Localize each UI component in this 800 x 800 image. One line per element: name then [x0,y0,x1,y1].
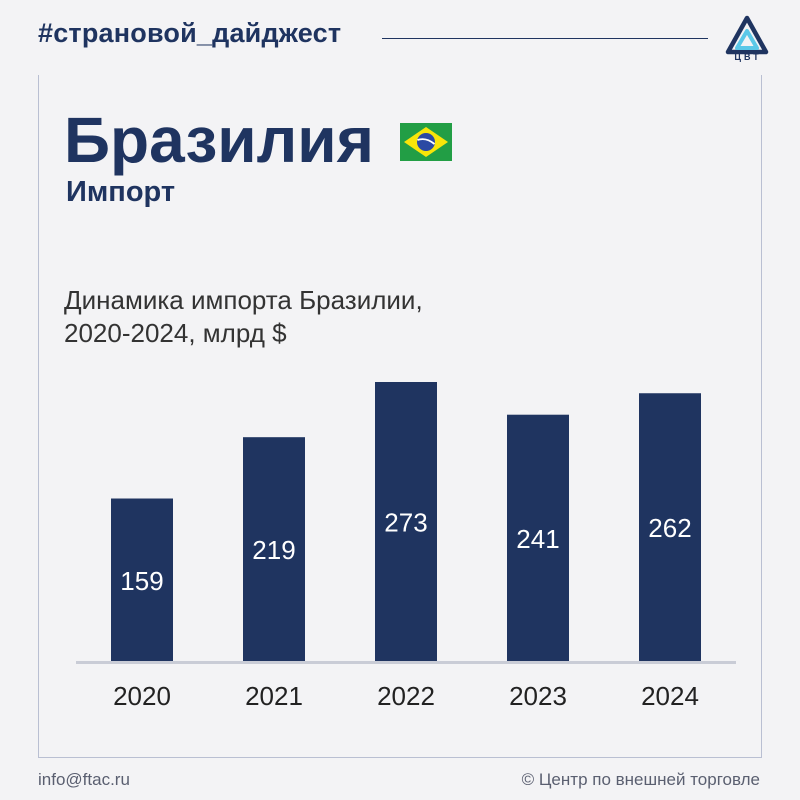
chart-title-line-2: 2020-2024, млрд $ [64,318,287,348]
bar-2021 [243,437,305,661]
logo-text: ЦВТ [734,52,762,62]
bar-value-label: 241 [516,524,559,554]
bar-value-label: 273 [384,508,427,538]
footer-copyright: © Центр по внешней торговле [521,770,760,789]
x-axis-baseline [76,661,736,664]
chart-title: Динамика импорта Бразилии, 2020-2024, мл… [64,284,564,350]
section-subtitle: Импорт [66,176,176,208]
x-tick-label: 2024 [641,681,699,711]
content-frame [38,75,762,758]
hashtag-title: #страновой_дайджест [38,18,342,48]
country-title: Бразилия [64,104,374,176]
x-tick-label: 2022 [377,681,435,711]
x-tick-label: 2020 [113,681,171,711]
bar-value-label: 262 [648,513,691,543]
bar-value-label: 219 [252,535,295,565]
footer-email: info@ftac.ru [38,770,130,789]
bar-value-label: 159 [120,566,163,596]
brazil-flag-icon [400,123,452,161]
chart-title-line-1: Динамика импорта Бразилии, [64,285,423,315]
x-tick-label: 2023 [509,681,567,711]
bar-2024 [639,393,701,661]
bar-2022 [375,382,437,661]
header-divider [382,38,708,39]
bar-2023 [507,414,569,661]
x-tick-label: 2021 [245,681,303,711]
ftac-logo-icon [725,15,769,55]
bar-2020 [111,498,173,661]
